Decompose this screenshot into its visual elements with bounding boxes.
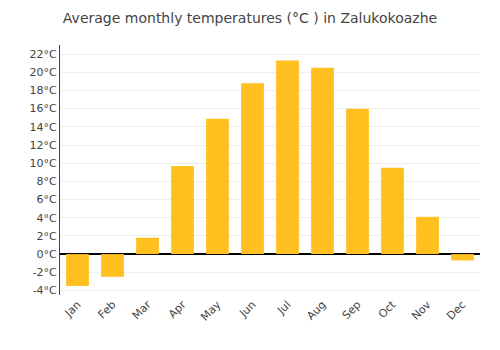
svg-text:4°C: 4°C: [37, 212, 57, 225]
svg-text:Average monthly temperatures (: Average monthly temperatures (°C ) in Za…: [63, 10, 437, 26]
svg-text:Feb: Feb: [96, 298, 119, 321]
svg-text:2°C: 2°C: [37, 230, 57, 243]
svg-text:6°C: 6°C: [37, 193, 57, 206]
svg-text:18°C: 18°C: [30, 84, 57, 97]
svg-text:10°C: 10°C: [30, 157, 57, 170]
svg-text:Nov: Nov: [409, 298, 434, 323]
svg-text:Jun: Jun: [236, 298, 258, 320]
svg-text:14°C: 14°C: [30, 121, 57, 134]
svg-text:Dec: Dec: [444, 298, 468, 322]
svg-text:Jul: Jul: [274, 298, 293, 317]
svg-text:May: May: [198, 298, 224, 324]
svg-text:Oct: Oct: [376, 298, 399, 321]
svg-text:Apr: Apr: [166, 298, 189, 321]
svg-text:0°C: 0°C: [37, 248, 57, 261]
svg-text:22°C: 22°C: [30, 48, 57, 61]
svg-text:Sep: Sep: [340, 298, 364, 322]
svg-text:20°C: 20°C: [30, 66, 57, 79]
svg-text:-2°C: -2°C: [33, 266, 57, 279]
svg-text:Aug: Aug: [304, 298, 328, 322]
svg-text:16°C: 16°C: [30, 102, 57, 115]
svg-text:-4°C: -4°C: [33, 284, 57, 297]
svg-text:12°C: 12°C: [30, 139, 57, 152]
svg-text:Mar: Mar: [130, 298, 154, 322]
svg-text:Jan: Jan: [62, 298, 84, 320]
svg-text:8°C: 8°C: [37, 175, 57, 188]
